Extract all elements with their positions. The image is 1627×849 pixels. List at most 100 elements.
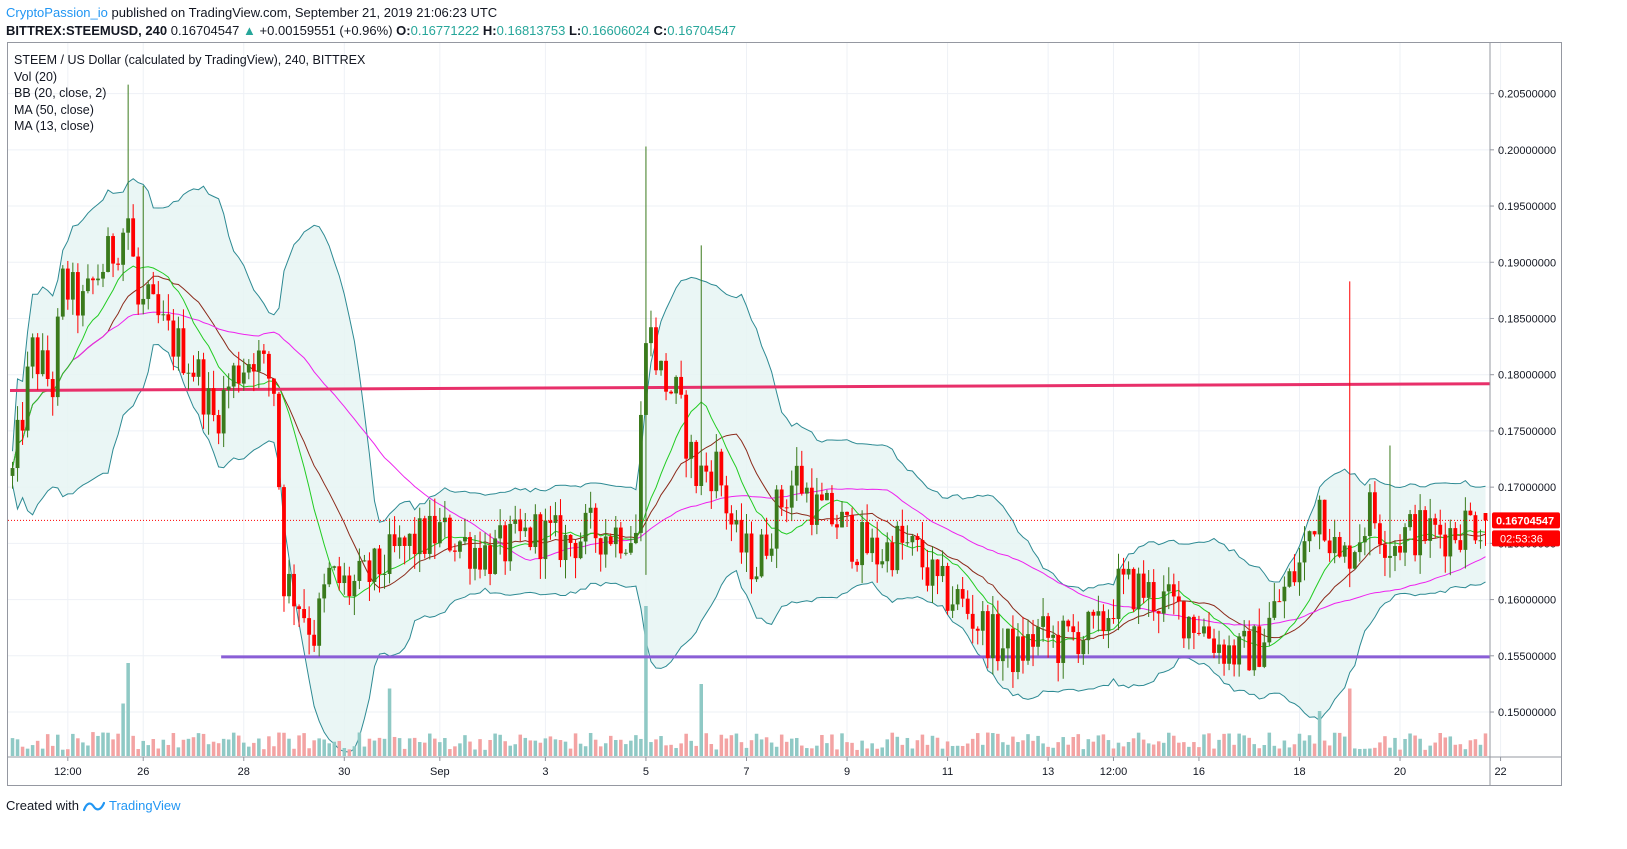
volume-bar [1197,747,1201,756]
x-tick-label: 5 [643,766,649,778]
candle-body [603,536,608,555]
candle-body [1021,636,1025,661]
price-chart[interactable]: 0.20500000 0.20000000 0.19500000 0.19000000… [8,43,1561,785]
volume-bar [1061,737,1065,756]
candle-body [679,376,684,395]
volume-bar [1046,746,1050,756]
candle-body [855,561,859,566]
low-value: 0.16606024 [581,23,650,38]
candle-body [171,320,176,357]
volume-bar [1146,743,1151,756]
legend-ma50[interactable]: MA (50, close) [14,102,94,117]
volume-bar [257,738,261,756]
volume-bar [1337,732,1342,756]
candle-body [1403,527,1407,553]
candle-body [1237,636,1242,665]
chart-frame[interactable]: 0.20500000 0.20000000 0.19500000 0.19000000… [7,42,1562,786]
x-tick-label: 22 [1494,766,1506,778]
volume-bar [1151,744,1156,756]
countdown-tag [1492,530,1560,547]
candle-body [784,507,789,509]
candle-body [1347,545,1352,569]
candle-body [719,451,724,486]
volume-bar [1121,746,1126,756]
legend-vol[interactable]: Vol (20) [14,69,58,84]
volume-bar [709,744,714,756]
candle-body [533,514,538,548]
volume-bar [578,743,583,756]
volume-bar [619,739,623,756]
volume-bar [1106,740,1111,756]
candle-body [493,538,498,574]
candle-body [1302,541,1307,563]
candle-body [920,539,925,568]
volume-bar [649,742,653,756]
volume-bar [1066,744,1070,756]
candle-body [1418,510,1423,556]
candle-body [1473,515,1478,541]
tradingview-brand[interactable]: TradingView [108,798,181,813]
volume-bar [1478,744,1483,756]
author-link[interactable]: CryptoPassion_io [6,5,108,20]
candle-body [1252,626,1257,671]
volume-bar [850,742,854,756]
volume-bar [161,739,166,756]
x-tick-label: Sep [430,766,450,778]
candle-body [669,391,673,394]
candle-body [644,343,648,415]
candle-body [1000,648,1005,662]
volume-bar [789,738,794,756]
candle-body [1332,536,1337,554]
candle-body [980,611,985,631]
volume-bar [734,733,739,756]
candle-body [10,468,15,476]
volume-bar [1332,732,1337,756]
candle-body [478,547,482,570]
volume-bar [181,739,186,756]
volume-bar [151,739,156,756]
volume-bar [221,738,226,756]
volume-bar [478,739,482,756]
indicator-legend: STEEM / US Dollar (calculated by Trading… [14,52,365,135]
candle-body [116,263,120,265]
candle-body [1247,630,1252,671]
volume-bar [528,740,533,756]
volume-bar [975,733,980,756]
volume-bar [382,738,387,756]
candle-body [689,441,694,459]
candle-body [141,298,146,305]
volume-bar [417,742,422,756]
volume-bar [156,748,161,756]
candle-body [860,522,865,566]
legend-ma13[interactable]: MA (13, close) [14,119,94,133]
candle-body [965,598,970,614]
legend-bb[interactable]: BB (20, close, 2) [14,86,107,100]
candle-body [588,507,593,513]
candle-body [407,533,412,546]
volume-bar [644,606,648,756]
volume-bar [674,748,678,756]
candle-body [840,511,844,528]
volume-bar [965,743,970,756]
candle-body [548,520,553,523]
candle-body [463,537,467,542]
candle-body [1141,573,1146,598]
candle-body [709,471,714,492]
volume-bar [387,688,392,756]
volume-bar [297,735,301,756]
candle-body [578,541,583,559]
candle-body [654,327,658,371]
candle-body [835,524,839,528]
candle-body [513,519,518,524]
candle-body [1176,596,1181,602]
volume-bar [1036,735,1040,756]
volume-bar [1202,734,1206,756]
volume-bar [111,739,115,756]
candle-body [1217,644,1221,653]
volume-bar [1378,742,1382,756]
volume-bar [1136,732,1141,756]
volume-bar [126,663,130,756]
candle-body [80,291,85,316]
candle-body [15,419,20,469]
candle-body [166,314,171,321]
